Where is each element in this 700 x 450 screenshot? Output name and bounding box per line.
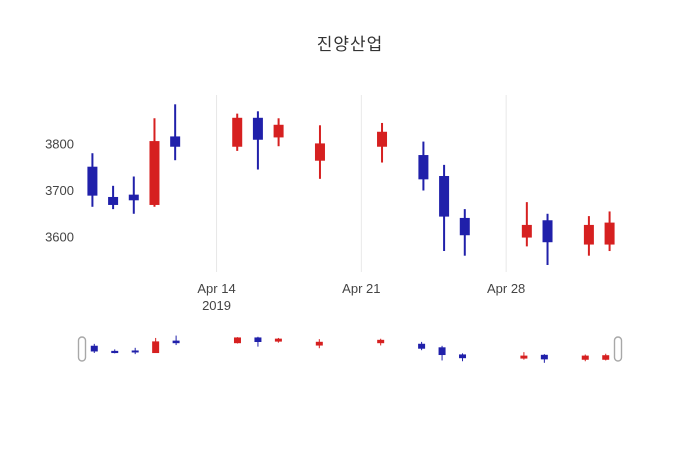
candle-body (273, 124, 284, 138)
candle-2019-04-26[interactable] (459, 209, 470, 256)
rangeslider-handle-left[interactable] (77, 336, 87, 362)
rangeslider-candle-2019-04-19 (315, 339, 323, 349)
rangeslider-candle-2019-04-12 (172, 335, 180, 346)
chart-title: 진양산업 (316, 35, 384, 54)
rangeslider-candle-2019-04-26 (459, 353, 467, 362)
candle-body (232, 117, 243, 147)
rangeslider-candle-2019-05-03 (602, 353, 610, 361)
rangeslider-track[interactable] (80, 328, 620, 370)
rangeslider-candle-2019-04-08 (90, 343, 98, 353)
candle-body (170, 136, 181, 147)
candle-2019-04-25[interactable] (439, 164, 450, 252)
rangeslider-candle-2019-04-15 (233, 337, 241, 344)
y-axis-tick-labels: 3600 3700 3800 (45, 136, 74, 244)
rangeslider-candle-2019-05-02 (581, 354, 589, 362)
candle-2019-04-16[interactable] (252, 111, 263, 170)
candle-body (108, 196, 119, 205)
x-tick-label: Apr 28 (487, 281, 525, 296)
candle-2019-04-10[interactable] (128, 176, 139, 214)
x-tick-label: Apr 21 (342, 281, 380, 296)
candle-body (459, 217, 470, 236)
candle-2019-04-30[interactable] (542, 213, 553, 266)
candle-body (377, 131, 388, 147)
gridlines (216, 95, 507, 272)
x-tick-label: Apr 14 (197, 281, 235, 296)
candle-2019-04-17[interactable] (273, 118, 284, 147)
candles-layer (87, 104, 615, 266)
candle-2019-05-02[interactable] (583, 216, 594, 256)
rangeslider-candle-2019-04-17 (274, 337, 282, 343)
candle-body (87, 166, 98, 196)
candle-body (604, 222, 615, 245)
rangeslider-candle-2019-04-24 (418, 341, 426, 351)
candle-2019-04-22[interactable] (377, 122, 388, 163)
rangeslider-candle-2019-04-09 (111, 349, 119, 354)
candle-body (418, 155, 429, 180)
rangeslider-candle-2019-04-29 (520, 352, 528, 360)
candle-body (149, 141, 160, 205)
rangeslider-candle-2019-04-16 (254, 336, 262, 347)
candle-2019-04-08[interactable] (87, 153, 98, 207)
y-tick-label: 3600 (45, 230, 74, 245)
rangeslider[interactable] (77, 328, 623, 370)
candle-2019-04-12[interactable] (170, 104, 181, 161)
rangeslider-candle-2019-04-10 (131, 347, 139, 355)
candle-2019-04-29[interactable] (521, 202, 532, 247)
candle-body (314, 143, 325, 161)
candle-2019-04-24[interactable] (418, 141, 429, 191)
rangeslider-candle-2019-04-30 (540, 354, 548, 363)
candle-2019-04-09[interactable] (108, 185, 119, 210)
candle-2019-04-15[interactable] (232, 113, 243, 151)
rangeslider-handle-right[interactable] (613, 336, 623, 362)
rangeslider-candle-2019-04-22 (377, 338, 385, 346)
x-tick-year-label: 2019 (202, 298, 231, 313)
candle-body (128, 194, 139, 201)
x-axis-tick-labels: Apr 14 2019 Apr 21 Apr 28 (197, 281, 525, 313)
candle-body (521, 224, 532, 238)
candle-body (583, 224, 594, 245)
candle-2019-04-11[interactable] (149, 118, 160, 207)
y-tick-label: 3800 (45, 136, 74, 151)
y-tick-label: 3700 (45, 183, 74, 198)
candle-body (542, 220, 553, 243)
candle-body (439, 176, 450, 217)
candle-body (252, 117, 263, 140)
candle-2019-04-19[interactable] (314, 125, 325, 179)
rangeslider-candle-2019-04-11 (152, 337, 160, 354)
rangeslider-candle-2019-04-25 (438, 345, 446, 361)
candle-2019-05-03[interactable] (604, 211, 615, 252)
